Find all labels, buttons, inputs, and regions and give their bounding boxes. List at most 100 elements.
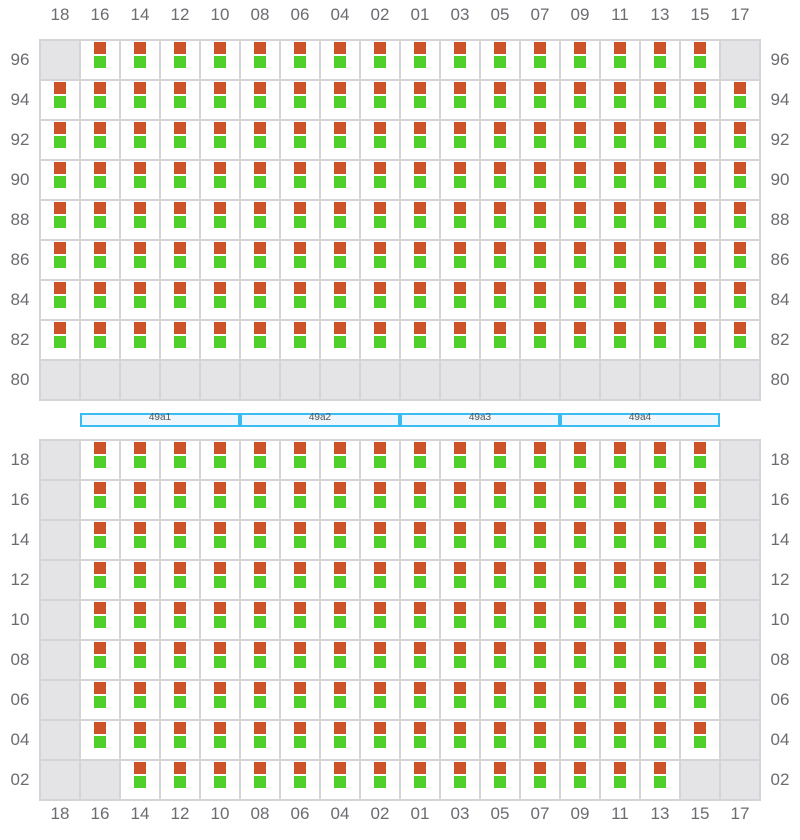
slot-cell[interactable]: [561, 121, 599, 159]
slot-cell[interactable]: [121, 481, 159, 519]
slot-cell[interactable]: [641, 121, 679, 159]
slot-cell[interactable]: [441, 601, 479, 639]
slot-cell[interactable]: [281, 561, 319, 599]
slot-cell[interactable]: [161, 561, 199, 599]
slot-cell[interactable]: [521, 81, 559, 119]
slot-cell[interactable]: [641, 641, 679, 679]
slot-cell[interactable]: [241, 321, 279, 359]
slot-cell[interactable]: [241, 161, 279, 199]
slot-cell[interactable]: [161, 641, 199, 679]
slot-cell[interactable]: [681, 121, 719, 159]
slot-cell[interactable]: [241, 201, 279, 239]
slot-cell[interactable]: [361, 201, 399, 239]
slot-cell[interactable]: [481, 721, 519, 759]
slot-cell[interactable]: [561, 81, 599, 119]
slot-cell[interactable]: [521, 521, 559, 559]
slot-cell[interactable]: [201, 161, 239, 199]
slot-cell[interactable]: [121, 161, 159, 199]
slot-cell[interactable]: [401, 521, 439, 559]
slot-cell[interactable]: [601, 321, 639, 359]
slot-cell[interactable]: [281, 121, 319, 159]
slot-cell[interactable]: [361, 241, 399, 279]
slot-cell[interactable]: [441, 761, 479, 799]
slot-cell[interactable]: [561, 161, 599, 199]
slot-cell[interactable]: [121, 201, 159, 239]
slot-cell[interactable]: [41, 321, 79, 359]
slot-cell[interactable]: [81, 641, 119, 679]
slot-cell[interactable]: [681, 521, 719, 559]
slot-cell[interactable]: [601, 681, 639, 719]
slot-cell[interactable]: [401, 481, 439, 519]
slot-cell[interactable]: [81, 441, 119, 479]
slot-cell[interactable]: [441, 81, 479, 119]
slot-cell[interactable]: [241, 641, 279, 679]
slot-cell[interactable]: [481, 201, 519, 239]
slot-cell[interactable]: [201, 721, 239, 759]
slot-cell[interactable]: [361, 681, 399, 719]
slot-cell[interactable]: [361, 641, 399, 679]
slot-cell[interactable]: [481, 161, 519, 199]
slot-cell[interactable]: [561, 281, 599, 319]
slot-cell[interactable]: [681, 601, 719, 639]
slot-cell[interactable]: [441, 441, 479, 479]
slot-cell[interactable]: [281, 201, 319, 239]
slot-cell[interactable]: [601, 761, 639, 799]
slot-cell[interactable]: [401, 321, 439, 359]
slot-cell[interactable]: [441, 281, 479, 319]
slot-cell[interactable]: [601, 121, 639, 159]
slot-cell[interactable]: [641, 321, 679, 359]
slot-cell[interactable]: [281, 41, 319, 79]
slot-cell[interactable]: [161, 681, 199, 719]
slot-cell[interactable]: [641, 681, 679, 719]
slot-cell[interactable]: [281, 641, 319, 679]
slot-cell[interactable]: [481, 601, 519, 639]
slot-cell[interactable]: [401, 601, 439, 639]
slot-cell[interactable]: [601, 281, 639, 319]
slot-cell[interactable]: [481, 121, 519, 159]
slot-cell[interactable]: [281, 521, 319, 559]
slot-cell[interactable]: [441, 721, 479, 759]
slot-cell[interactable]: [601, 81, 639, 119]
slot-cell[interactable]: [481, 641, 519, 679]
slot-cell[interactable]: [361, 561, 399, 599]
slot-cell[interactable]: [521, 481, 559, 519]
slot-cell[interactable]: [521, 201, 559, 239]
slot-cell[interactable]: [81, 721, 119, 759]
slot-cell[interactable]: [681, 321, 719, 359]
slot-cell[interactable]: [561, 441, 599, 479]
slot-cell[interactable]: [161, 601, 199, 639]
slot-cell[interactable]: [241, 761, 279, 799]
slot-cell[interactable]: [241, 721, 279, 759]
slot-cell[interactable]: [601, 521, 639, 559]
slot-cell[interactable]: [161, 721, 199, 759]
slot-cell[interactable]: [161, 241, 199, 279]
slot-cell[interactable]: [121, 321, 159, 359]
slot-cell[interactable]: [161, 321, 199, 359]
slot-cell[interactable]: [681, 161, 719, 199]
slot-cell[interactable]: [641, 481, 679, 519]
slot-cell[interactable]: [281, 161, 319, 199]
slot-cell[interactable]: [321, 601, 359, 639]
slot-cell[interactable]: [441, 521, 479, 559]
slot-cell[interactable]: [401, 121, 439, 159]
slot-cell[interactable]: [601, 561, 639, 599]
slot-cell[interactable]: [241, 681, 279, 719]
slot-cell[interactable]: [321, 281, 359, 319]
slot-cell[interactable]: [721, 121, 759, 159]
slot-cell[interactable]: [601, 241, 639, 279]
slot-cell[interactable]: [521, 641, 559, 679]
slot-cell[interactable]: [681, 201, 719, 239]
slot-cell[interactable]: [321, 201, 359, 239]
slot-cell[interactable]: [201, 521, 239, 559]
slot-cell[interactable]: [441, 41, 479, 79]
slot-cell[interactable]: [281, 761, 319, 799]
slot-cell[interactable]: [161, 761, 199, 799]
slot-cell[interactable]: [241, 521, 279, 559]
slot-cell[interactable]: [481, 441, 519, 479]
slot-cell[interactable]: [121, 761, 159, 799]
slot-cell[interactable]: [561, 601, 599, 639]
slot-cell[interactable]: [281, 481, 319, 519]
slot-cell[interactable]: [281, 601, 319, 639]
slot-cell[interactable]: [721, 81, 759, 119]
slot-cell[interactable]: [641, 201, 679, 239]
